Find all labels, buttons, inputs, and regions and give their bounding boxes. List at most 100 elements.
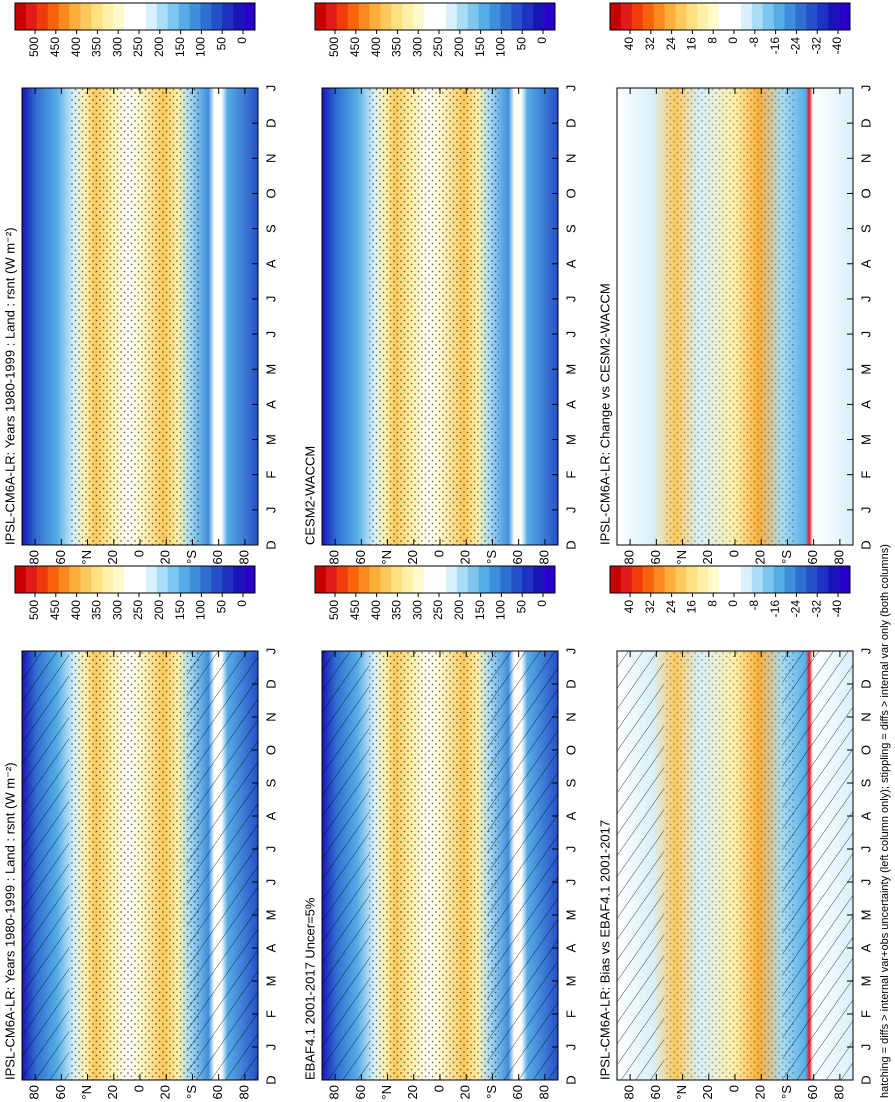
colorbar-swatch: [686, 3, 698, 30]
colorbar-label: 8: [705, 600, 719, 607]
lat-tick-label: 0: [726, 1085, 741, 1092]
lat-tick-label: 20: [753, 550, 768, 564]
lat-tick-label: °S: [779, 550, 794, 564]
month-label: F: [858, 471, 873, 479]
month-label: S: [563, 224, 578, 233]
colorbar-swatch: [751, 566, 764, 593]
colorbar-label: -8: [747, 37, 761, 48]
colorbar-label: -16: [768, 600, 782, 618]
month-label: S: [263, 224, 278, 233]
month-label: S: [263, 778, 278, 787]
colorbar-label: 50: [514, 600, 528, 614]
month-label: D: [263, 118, 278, 127]
month-label: A: [563, 943, 578, 952]
lat-tick-label: °N: [674, 1085, 689, 1100]
colorbar-swatch: [189, 566, 201, 593]
colorbar-swatch: [145, 566, 158, 593]
lat-tick-label: 80: [831, 550, 846, 564]
month-label: M: [263, 434, 278, 445]
month-label: D: [858, 118, 873, 127]
colorbar-label: -40: [830, 600, 844, 618]
colorbar-swatch: [511, 3, 523, 30]
colorbar-label: 400: [69, 37, 83, 57]
colorbar-label: 0: [535, 600, 549, 607]
colorbar-frame: [314, 2, 556, 31]
lat-tick-label: 80: [831, 1085, 846, 1099]
colorbar-label: 0: [535, 37, 549, 44]
colorbar-swatch: [456, 3, 469, 30]
month-label: N: [563, 712, 578, 721]
colorbar-label: -16: [768, 37, 782, 55]
month-label: S: [563, 778, 578, 787]
colorbar-label: 24: [664, 37, 678, 51]
lat-tick-label: 60: [210, 1085, 225, 1099]
month-label: J: [263, 879, 278, 886]
panel-title: EBAF4.1 2001-2017 Uncer=5%: [302, 897, 317, 1080]
month-label: N: [858, 154, 873, 163]
lat-tick-label: 0: [431, 1085, 446, 1092]
lat-tick-label: °S: [184, 1085, 199, 1099]
colorbar-label: 50: [514, 37, 528, 51]
month-label: F: [563, 471, 578, 479]
panel-title: IPSL-CM6A-LR: Years 1980-1999 : Land : r…: [2, 227, 17, 545]
colorbar-label: 16: [685, 37, 699, 51]
month-label: J: [263, 1044, 278, 1051]
colorbar-label: 100: [194, 37, 208, 57]
colorbar-label: 250: [431, 37, 445, 57]
stippling: [664, 651, 794, 1080]
month-label: J: [563, 648, 578, 655]
month-label: N: [263, 712, 278, 721]
lat-tick-label: 0: [726, 550, 741, 557]
colorbar-label: 0: [235, 37, 249, 44]
colorbar-swatch: [347, 566, 359, 593]
colorbar-swatch: [69, 566, 81, 593]
colorbar-swatch: [719, 566, 731, 593]
colorbar-swatch: [413, 566, 425, 593]
month-label: D: [563, 118, 578, 127]
stippling: [69, 88, 199, 545]
month-label: J: [563, 331, 578, 338]
colorbar-label: 32: [643, 37, 657, 51]
colorbar-frame: [14, 2, 256, 31]
colorbar-label: 0: [235, 600, 249, 607]
month-label: J: [563, 296, 578, 303]
colorbar-swatch: [58, 566, 70, 593]
colorbar-label: -24: [789, 600, 803, 618]
colorbar-swatch: [751, 3, 764, 30]
colorbar-swatch: [806, 3, 818, 30]
colorbar-swatch: [806, 566, 818, 593]
colorbar-swatch: [167, 566, 179, 593]
colorbar-swatch: [200, 566, 212, 593]
colorbar-label: 400: [369, 37, 383, 57]
colorbar-swatch: [200, 3, 212, 30]
colorbar-label: 200: [152, 37, 166, 57]
colorbar-swatch: [413, 3, 425, 30]
lat-tick-label: 60: [805, 1085, 820, 1099]
month-label: A: [858, 400, 873, 409]
lat-tick-label: °N: [379, 1085, 394, 1100]
month-label: J: [858, 331, 873, 338]
colorbar-label: 32: [643, 600, 657, 614]
colorbar-swatch: [113, 3, 125, 30]
colorbar-swatch: [358, 3, 370, 30]
colorbar-swatch: [80, 3, 92, 30]
colorbar-swatch: [369, 3, 381, 30]
month-label: M: [263, 976, 278, 987]
colorbar-swatch: [156, 566, 169, 593]
lat-tick-label: °S: [184, 550, 199, 564]
lat-tick-label: 20: [753, 1085, 768, 1099]
footnote: hatching = diffs > internal var+obs unce…: [879, 544, 891, 1098]
lat-tick-label: 60: [805, 550, 820, 564]
colorbar-swatch: [697, 3, 709, 30]
lat-tick-label: 20: [405, 550, 420, 564]
colorbar-label: 200: [452, 37, 466, 57]
lat-tick-label: 60: [648, 550, 663, 564]
colorbar-swatch: [664, 566, 676, 593]
colorbar-swatch: [467, 3, 479, 30]
month-label: J: [263, 846, 278, 853]
panel-title: IPSL-CM6A-LR: Bias vs EBAF4.1 2001-2017: [597, 820, 612, 1080]
colorbar-swatch: [697, 566, 709, 593]
colorbar-frame: [14, 565, 256, 594]
colorbar-label: 450: [348, 37, 362, 57]
month-label: F: [563, 1010, 578, 1018]
